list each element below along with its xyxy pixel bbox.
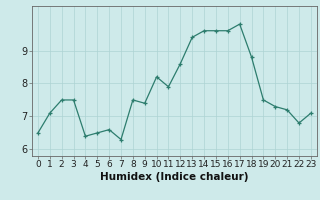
X-axis label: Humidex (Indice chaleur): Humidex (Indice chaleur) <box>100 172 249 182</box>
